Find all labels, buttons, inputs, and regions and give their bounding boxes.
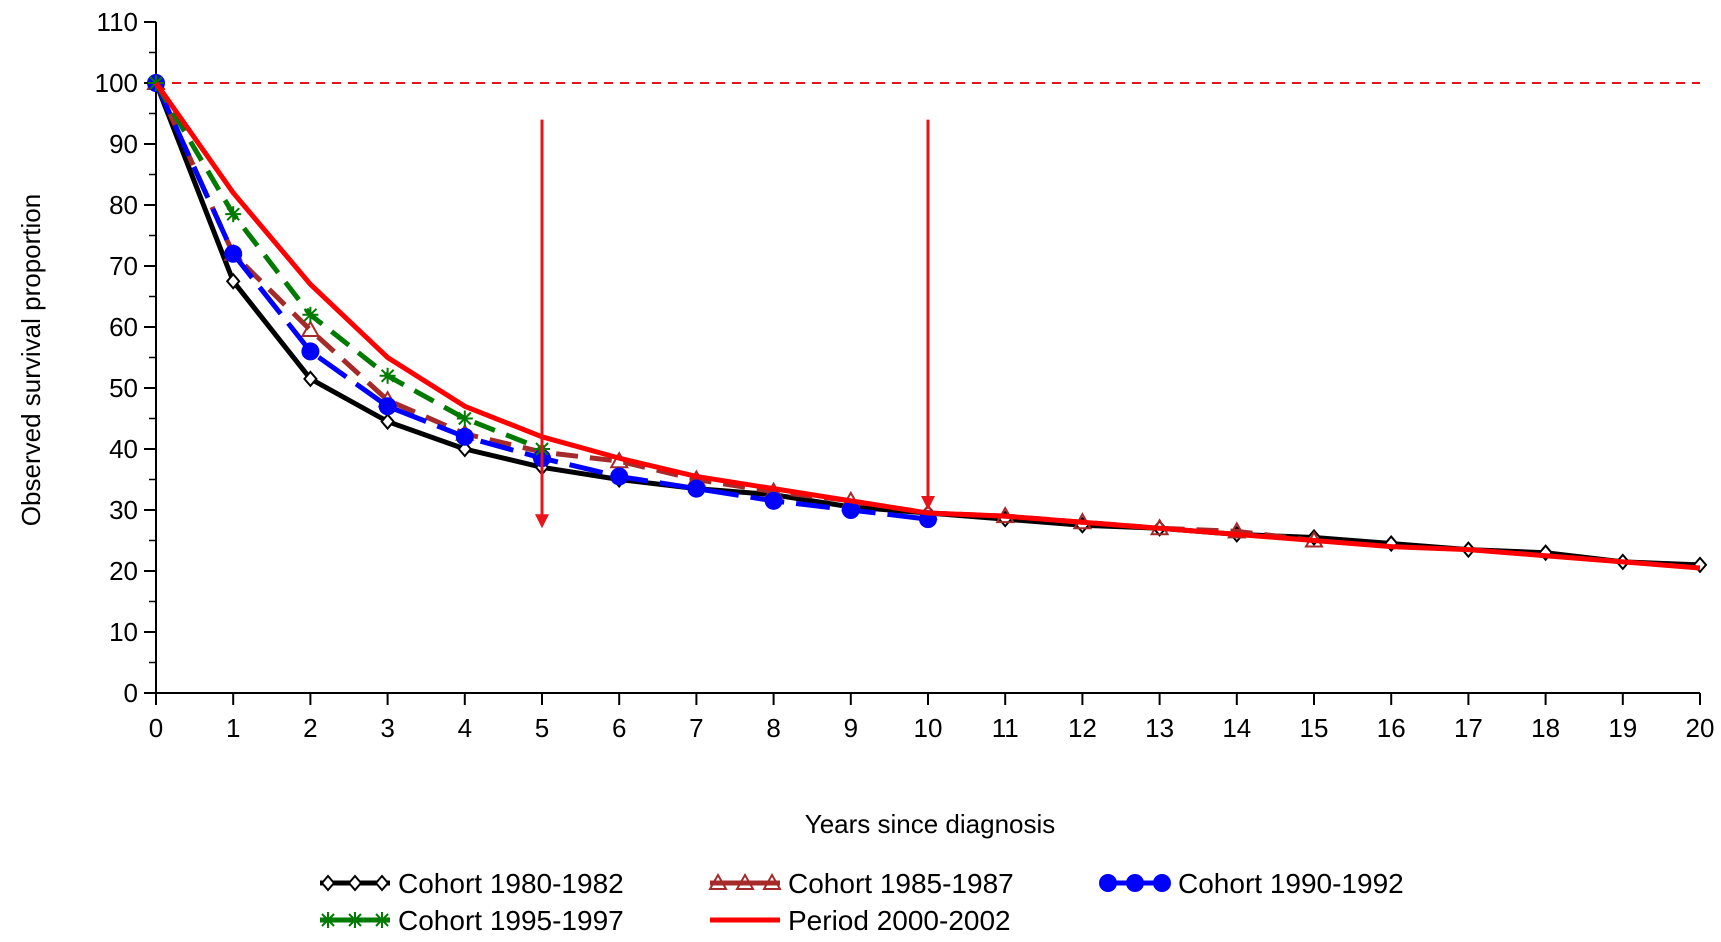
legend-item: Period 2000-2002 <box>710 905 1011 936</box>
star-marker <box>347 912 363 928</box>
x-tick-label: 4 <box>458 713 472 743</box>
x-tick-label: 16 <box>1377 713 1406 743</box>
x-tick-label: 12 <box>1068 713 1097 743</box>
x-tick-label: 3 <box>380 713 394 743</box>
y-tick-label: 90 <box>109 129 138 159</box>
y-tick-label: 110 <box>97 7 138 37</box>
diamond-marker <box>320 874 336 892</box>
x-tick-label: 18 <box>1531 713 1560 743</box>
x-tick-label: 15 <box>1300 713 1329 743</box>
x-tick-label: 20 <box>1686 713 1715 743</box>
y-tick-label: 40 <box>109 434 138 464</box>
star-stroke <box>458 411 472 426</box>
star-marker <box>320 912 336 928</box>
x-tick-label: 7 <box>689 713 703 743</box>
arrow-head <box>921 496 935 510</box>
circle-marker <box>224 244 243 263</box>
y-tick-label: 50 <box>109 373 138 403</box>
series-line <box>153 81 1315 543</box>
circle-marker <box>455 427 474 446</box>
arrow-head <box>535 514 549 529</box>
triangle-marker <box>708 872 728 890</box>
series-line <box>153 81 1701 571</box>
diamond-marker <box>225 272 241 290</box>
y-tick-label: 80 <box>109 190 138 220</box>
x-tick-label: 6 <box>612 713 626 743</box>
x-tick-label: 13 <box>1145 713 1174 743</box>
annotation-arrow-1 <box>535 119 549 529</box>
legend-label: Cohort 1980-1982 <box>398 868 624 899</box>
y-tick-label: 70 <box>109 251 138 281</box>
diamond-marker <box>457 440 473 458</box>
diamond-marker <box>374 874 390 892</box>
triangle-marker <box>1227 521 1247 539</box>
legend-item: Cohort 1980-1982 <box>320 868 624 899</box>
y-tick-label: 30 <box>109 495 138 525</box>
legend-label: Cohort 1985-1987 <box>788 868 1014 899</box>
series-cohort-1985-1987 <box>146 72 1324 548</box>
legend-item: Cohort 1985-1987 <box>708 868 1014 899</box>
star-stroke <box>321 913 335 927</box>
circle-marker <box>841 501 860 519</box>
diamond-marker <box>303 370 318 388</box>
triangle-marker <box>300 320 321 338</box>
y-tick-label: 0 <box>124 678 138 708</box>
triangle-marker <box>735 872 755 890</box>
x-tick-label: 5 <box>535 713 549 743</box>
x-tick-label: 8 <box>766 713 780 743</box>
diamond-marker <box>380 413 395 431</box>
circle-marker <box>1153 874 1171 892</box>
series-line <box>153 81 543 452</box>
x-tick-label: 0 <box>149 713 163 743</box>
y-tick-label: 60 <box>109 312 138 342</box>
x-tick-label: 1 <box>226 713 240 743</box>
x-tick-label: 10 <box>914 713 943 743</box>
x-axis-title: Years since diagnosis <box>805 809 1056 839</box>
annotation-arrow-2 <box>921 119 935 510</box>
legend-item: Cohort 1990-1992 <box>1099 868 1404 899</box>
star-marker <box>225 206 242 223</box>
circle-marker <box>687 479 706 498</box>
star-marker <box>302 306 319 323</box>
circle-marker <box>1126 874 1144 892</box>
series-period-2000-2002 <box>153 81 1701 571</box>
circle-marker <box>610 467 629 486</box>
legend-label: Cohort 1990-1992 <box>1178 868 1404 899</box>
y-tick-label: 100 <box>95 68 138 98</box>
legend-item: Cohort 1995-1997 <box>320 905 624 936</box>
circle-marker <box>301 342 320 361</box>
star-marker <box>374 912 390 928</box>
star-marker <box>456 410 473 427</box>
circle-marker <box>1099 874 1117 892</box>
y-axis-title: Observed survival proportion <box>16 194 46 526</box>
x-tick-label: 14 <box>1222 713 1251 743</box>
legend: Cohort 1980-1982 Cohort 1985-1987 Cohort 1… <box>320 868 1404 936</box>
circle-marker <box>764 491 783 510</box>
x-tick-label: 17 <box>1454 713 1483 743</box>
x-tick-label: 9 <box>844 713 858 743</box>
x-tick-label: 11 <box>992 713 1019 743</box>
star-stroke <box>380 369 395 383</box>
star-stroke <box>226 207 240 221</box>
star-stroke <box>348 913 362 927</box>
x-tick-label: 19 <box>1608 713 1637 743</box>
star-stroke <box>375 913 389 927</box>
y-tick-label: 20 <box>109 556 138 586</box>
star-stroke <box>303 308 318 322</box>
star-marker <box>379 367 396 384</box>
legend-label: Period 2000-2002 <box>788 905 1011 936</box>
triangle-marker <box>762 872 782 890</box>
legend-label: Cohort 1995-1997 <box>398 905 624 936</box>
circle-marker <box>378 397 397 416</box>
x-tick-label: 2 <box>303 713 317 743</box>
y-tick-label: 10 <box>109 617 138 647</box>
diamond-marker <box>347 874 363 892</box>
